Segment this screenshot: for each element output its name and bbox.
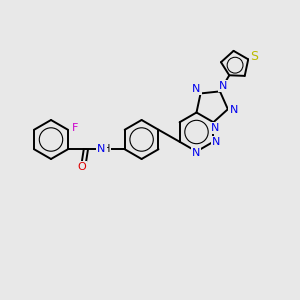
Text: F: F — [72, 123, 79, 133]
Text: H: H — [103, 144, 110, 154]
Text: N: N — [219, 81, 227, 91]
Text: O: O — [78, 162, 86, 172]
Text: S: S — [250, 50, 258, 63]
Text: N: N — [97, 144, 106, 154]
Text: N: N — [211, 123, 220, 133]
Text: N: N — [192, 84, 201, 94]
Text: N: N — [212, 137, 220, 147]
Text: N: N — [230, 105, 238, 116]
Text: N: N — [192, 148, 200, 158]
